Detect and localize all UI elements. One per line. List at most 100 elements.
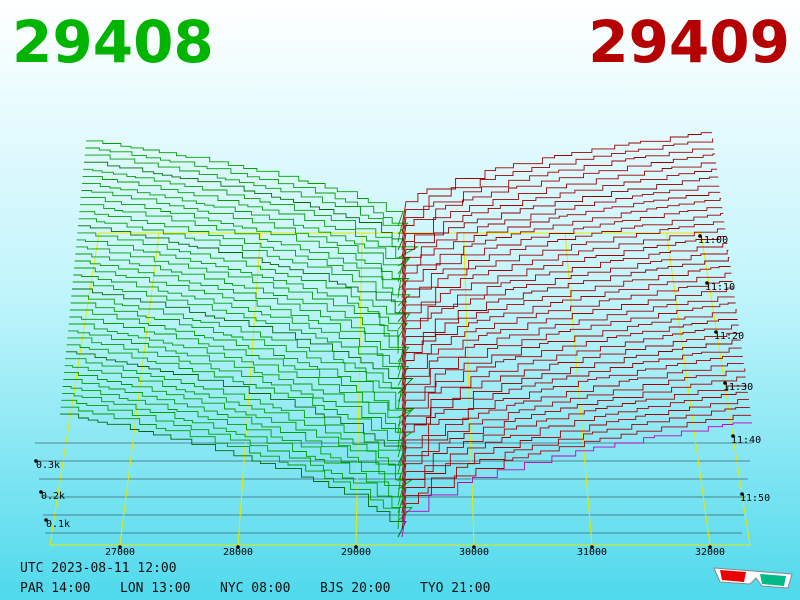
tick-dot	[731, 434, 735, 438]
ask-depth-line	[401, 406, 750, 522]
ask-depth-line	[401, 368, 746, 482]
ask-depth-line	[401, 287, 734, 394]
price-grid-line	[666, 232, 711, 546]
tick-dot	[740, 492, 744, 496]
ask-depth-line	[401, 339, 741, 450]
ask-depth-line	[401, 162, 717, 259]
ask-depth-line	[401, 399, 749, 514]
tick-dot	[44, 518, 48, 522]
ask-depth-line	[401, 266, 731, 370]
bid-depth-line	[76, 239, 409, 338]
bid-depth-line	[86, 140, 404, 227]
bid-depth-line	[69, 316, 413, 426]
tick-dot	[714, 330, 718, 334]
time-tick-label: 11:00	[698, 235, 728, 246]
bid-depth-line	[62, 392, 404, 514]
bid-depth-line	[74, 267, 404, 370]
axis-labels: 27000 28000 29000 30000 31000 32000 11:00 11:10…	[34, 234, 770, 558]
price-grid-line	[119, 232, 160, 546]
ask-depth-line	[401, 207, 723, 306]
ask-depth-line	[401, 168, 718, 267]
ask-depth-line	[401, 148, 715, 243]
ask-depth-line	[401, 228, 726, 330]
bid-depth-line	[60, 406, 400, 530]
ask-depth-line	[401, 296, 735, 402]
depth-mesh	[60, 132, 752, 538]
bid-depth-line	[64, 372, 414, 490]
ask-depth-line	[401, 212, 724, 314]
price-tick-label: 27000	[105, 547, 135, 558]
price-tick-label: 31000	[577, 547, 607, 558]
depth-tick-label: 0.2k	[41, 491, 65, 502]
clock-label: PAR 14:00	[20, 581, 90, 596]
bid-depth-line	[80, 197, 410, 291]
price-tick-label: 32000	[695, 547, 725, 558]
ask-depth-line	[401, 302, 736, 410]
bid-depth-line	[63, 379, 402, 498]
bid-depth-line	[66, 351, 407, 466]
ask-depth-line	[401, 132, 712, 227]
time-tick-label: 11:40	[731, 435, 761, 446]
tick-dot	[472, 545, 476, 549]
bid-price: 29408	[12, 8, 214, 76]
clock-label: BJS 20:00	[320, 581, 390, 596]
ask-depth-line	[401, 281, 733, 386]
bid-depth-line	[60, 413, 407, 538]
ask-depth-line	[401, 356, 743, 466]
ask-depth-line	[401, 347, 742, 458]
time-tick-label: 11:30	[723, 382, 753, 393]
time-tick-label: 11:20	[714, 331, 744, 342]
time-tick-label: 11:10	[705, 282, 735, 293]
bid-depth-line	[67, 337, 402, 450]
price-tick-label: 29000	[341, 547, 371, 558]
tick-dot	[236, 545, 240, 549]
ask-depth-line	[401, 138, 714, 235]
depth-tick-label: 0.3k	[36, 460, 60, 471]
ask-depth-line	[401, 324, 739, 434]
price-grid-line	[355, 232, 363, 546]
bid-depth-line	[83, 168, 420, 259]
ask-depth-line	[401, 414, 751, 530]
ask-price: 29409	[588, 8, 790, 76]
clock-label: TYO 21:00	[420, 581, 490, 596]
bid-depth-line	[61, 399, 413, 522]
ask-depth-line	[401, 332, 740, 442]
bid-depth-line	[70, 309, 415, 418]
bid-depth-line	[78, 225, 407, 323]
3d-glasses-icon[interactable]	[713, 567, 793, 589]
utc-time: UTC 2023-08-11 12:00	[20, 561, 177, 576]
ask-depth-line	[401, 272, 732, 378]
bid-depth-line	[82, 182, 410, 275]
ask-depth-line	[401, 235, 727, 338]
tick-dot	[698, 234, 702, 238]
bid-depth-line	[78, 218, 408, 315]
tick-dot	[723, 381, 727, 385]
ask-depth-line	[401, 242, 728, 346]
ask-depth-line	[401, 385, 747, 498]
bid-depth-line	[76, 246, 399, 346]
ask-depth-line	[401, 319, 738, 426]
depth-tick-label: 0.1k	[46, 519, 70, 530]
bid-depth-line	[74, 260, 410, 362]
ask-depth-line	[401, 249, 729, 354]
price-grid-line	[564, 232, 593, 546]
floor-outline	[49, 232, 751, 546]
ask-depth-line	[401, 185, 720, 282]
bid-depth-line	[75, 253, 399, 354]
bid-depth-line	[79, 211, 411, 307]
clock-label: NYC 08:00	[220, 581, 290, 596]
ask-depth-line	[401, 422, 752, 538]
ask-depth-line	[401, 221, 725, 322]
bid-depth-line	[62, 386, 405, 506]
ask-depth-line	[401, 308, 737, 418]
ask-depth-line	[401, 176, 719, 275]
bid-depth-line	[85, 147, 409, 235]
tick-dot	[705, 281, 709, 285]
tick-dot	[118, 545, 122, 549]
tick-dot	[708, 545, 712, 549]
tick-dot	[354, 545, 358, 549]
bid-depth-line	[68, 323, 401, 434]
